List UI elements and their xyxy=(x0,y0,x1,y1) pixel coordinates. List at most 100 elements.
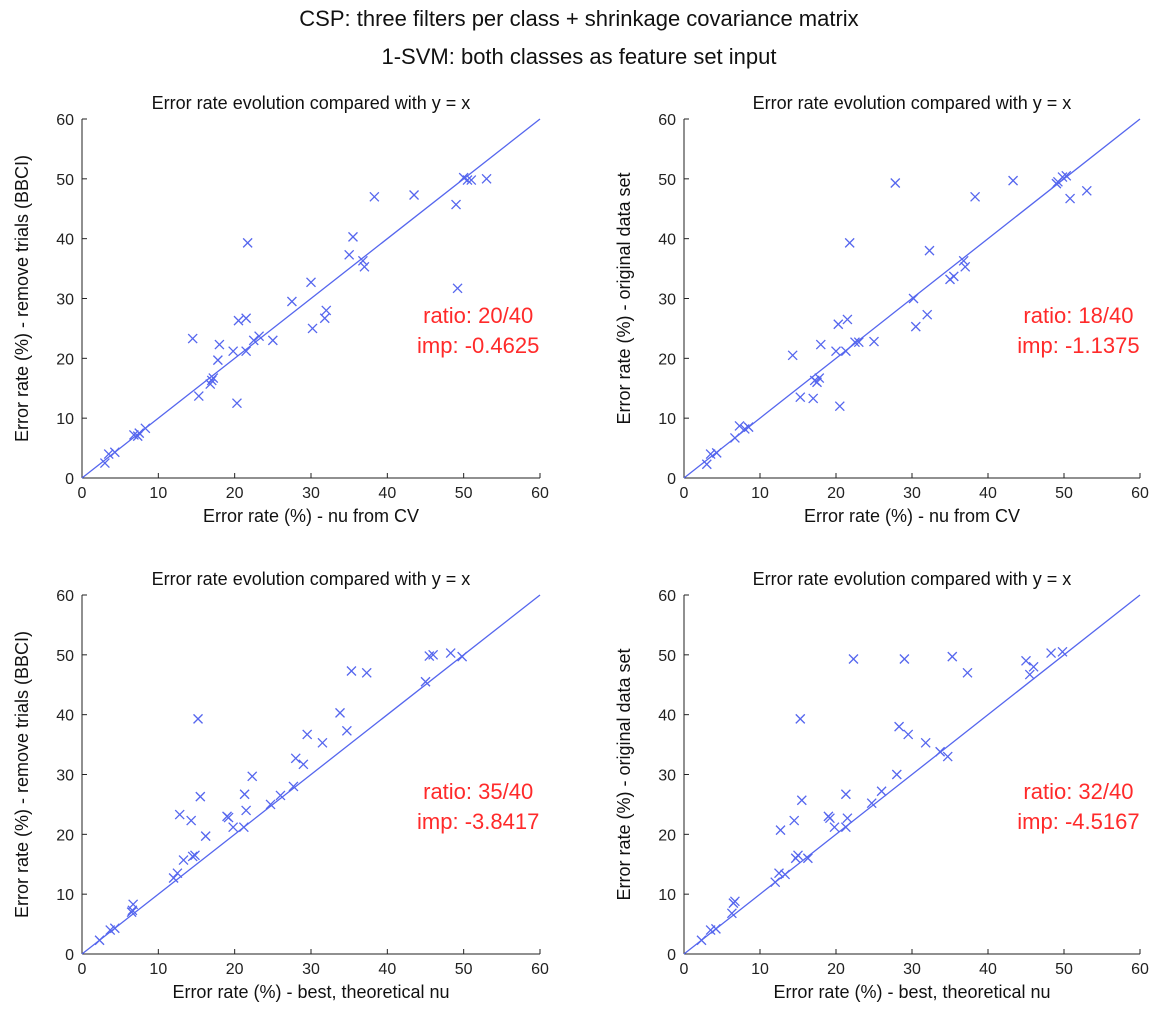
marker-stroke xyxy=(1021,655,1031,666)
data-point-x-marker xyxy=(789,815,800,826)
data-point-x-marker xyxy=(168,873,179,883)
marker-stroke xyxy=(833,319,844,330)
y-tick-label: 10 xyxy=(658,887,676,904)
data-point-x-marker xyxy=(208,373,219,384)
marker-stroke xyxy=(942,751,953,762)
marker-stroke xyxy=(481,173,492,184)
data-point-x-marker xyxy=(275,790,286,801)
marker-stroke xyxy=(317,737,328,748)
panel-title: Error rate evolution compared with y = x xyxy=(152,569,471,589)
marker-stroke xyxy=(853,337,864,348)
data-point-x-marker xyxy=(247,771,258,782)
data-point-x-marker xyxy=(853,337,864,348)
marker-stroke xyxy=(128,899,139,910)
x-tick-label: 0 xyxy=(680,485,689,502)
marker-stroke xyxy=(834,401,845,412)
data-point-x-marker xyxy=(231,398,242,409)
data-point-x-marker xyxy=(187,851,198,862)
data-point-x-marker xyxy=(140,423,151,434)
marker-stroke xyxy=(840,822,851,833)
marker-stroke xyxy=(701,459,712,470)
marker-stroke xyxy=(195,791,206,802)
ratio-annotation: ratio: 32/40 xyxy=(1023,779,1133,804)
marker-stroke xyxy=(795,713,806,724)
marker-stroke xyxy=(831,346,841,357)
data-point-x-marker xyxy=(462,175,473,185)
marker-stroke xyxy=(795,392,806,403)
reference-line-y-equals-x xyxy=(683,594,1141,955)
x-tick-label: 30 xyxy=(302,961,320,978)
marker-stroke xyxy=(1065,193,1076,204)
data-point-x-marker xyxy=(359,261,370,272)
marker-stroke xyxy=(190,850,200,861)
marker-stroke xyxy=(789,815,800,826)
y-tick-label: 50 xyxy=(56,648,74,665)
data-point-x-marker xyxy=(962,667,973,678)
data-point-x-marker xyxy=(239,789,250,800)
y-tick-label: 50 xyxy=(56,172,74,189)
marker-stroke xyxy=(242,237,253,248)
marker-stroke xyxy=(208,373,219,384)
data-point-x-marker xyxy=(174,809,185,820)
reference-line-y-equals-x xyxy=(81,118,541,479)
y-tick-label: 30 xyxy=(658,768,676,785)
y-tick-label: 40 xyxy=(658,232,676,249)
data-point-x-marker xyxy=(866,798,877,809)
y-tick-label: 20 xyxy=(56,351,74,368)
data-point-x-marker xyxy=(254,331,265,342)
marker-stroke xyxy=(840,346,851,357)
y-tick-label: 60 xyxy=(56,588,74,605)
y-tick-label: 40 xyxy=(56,232,74,249)
data-point-x-marker xyxy=(94,935,105,946)
data-point-x-marker xyxy=(319,313,330,324)
y-tick-label: 10 xyxy=(658,411,676,428)
marker-stroke xyxy=(409,190,420,200)
data-point-x-marker xyxy=(200,831,211,842)
data-point-x-marker xyxy=(1057,646,1068,657)
y-tick-label: 20 xyxy=(658,827,676,844)
data-point-x-marker xyxy=(128,899,139,910)
marker-stroke xyxy=(290,753,301,764)
data-point-x-marker xyxy=(833,319,844,330)
data-point-x-marker xyxy=(844,237,855,248)
x-tick-label: 30 xyxy=(903,485,921,502)
data-point-x-marker xyxy=(361,667,372,678)
marker-stroke xyxy=(335,707,345,718)
data-point-x-marker xyxy=(321,305,332,316)
scatter-panel-3: 0 10 20 30 40 50 60 0 10 20 30 40 50 60 Error rate evo… xyxy=(12,569,549,1002)
marker-stroke xyxy=(361,667,372,678)
marker-stroke xyxy=(935,746,946,757)
marker-stroke xyxy=(428,649,439,660)
data-point-x-marker xyxy=(1024,669,1035,680)
data-point-x-marker xyxy=(307,323,318,334)
data-point-x-marker xyxy=(793,850,803,861)
marker-stroke xyxy=(109,447,120,458)
marker-stroke xyxy=(94,935,105,946)
marker-stroke xyxy=(178,855,189,866)
marker-stroke xyxy=(726,908,737,919)
data-point-x-marker xyxy=(910,321,921,332)
data-point-x-marker xyxy=(228,346,239,357)
data-point-x-marker xyxy=(743,422,754,433)
x-tick-label: 40 xyxy=(979,961,997,978)
marker-stroke xyxy=(445,648,456,658)
data-point-x-marker xyxy=(233,315,244,326)
y-tick-label: 0 xyxy=(667,471,676,488)
marker-stroke xyxy=(1057,646,1068,657)
marker-stroke xyxy=(1008,175,1019,186)
marker-stroke xyxy=(298,759,309,770)
marker-stroke xyxy=(174,809,185,820)
data-point-x-marker xyxy=(834,401,845,412)
x-axis-label: Error rate (%) - nu from CV xyxy=(203,506,419,526)
marker-stroke xyxy=(132,431,143,442)
marker-stroke xyxy=(960,261,971,272)
data-point-x-marker xyxy=(696,935,707,946)
y-tick-label: 30 xyxy=(56,768,74,785)
data-point-x-marker xyxy=(241,805,252,816)
marker-stroke xyxy=(924,245,935,256)
ratio-annotation: ratio: 18/40 xyxy=(1023,303,1133,328)
marker-stroke xyxy=(844,237,855,248)
data-point-x-marker xyxy=(109,923,120,934)
marker-stroke xyxy=(948,271,959,282)
